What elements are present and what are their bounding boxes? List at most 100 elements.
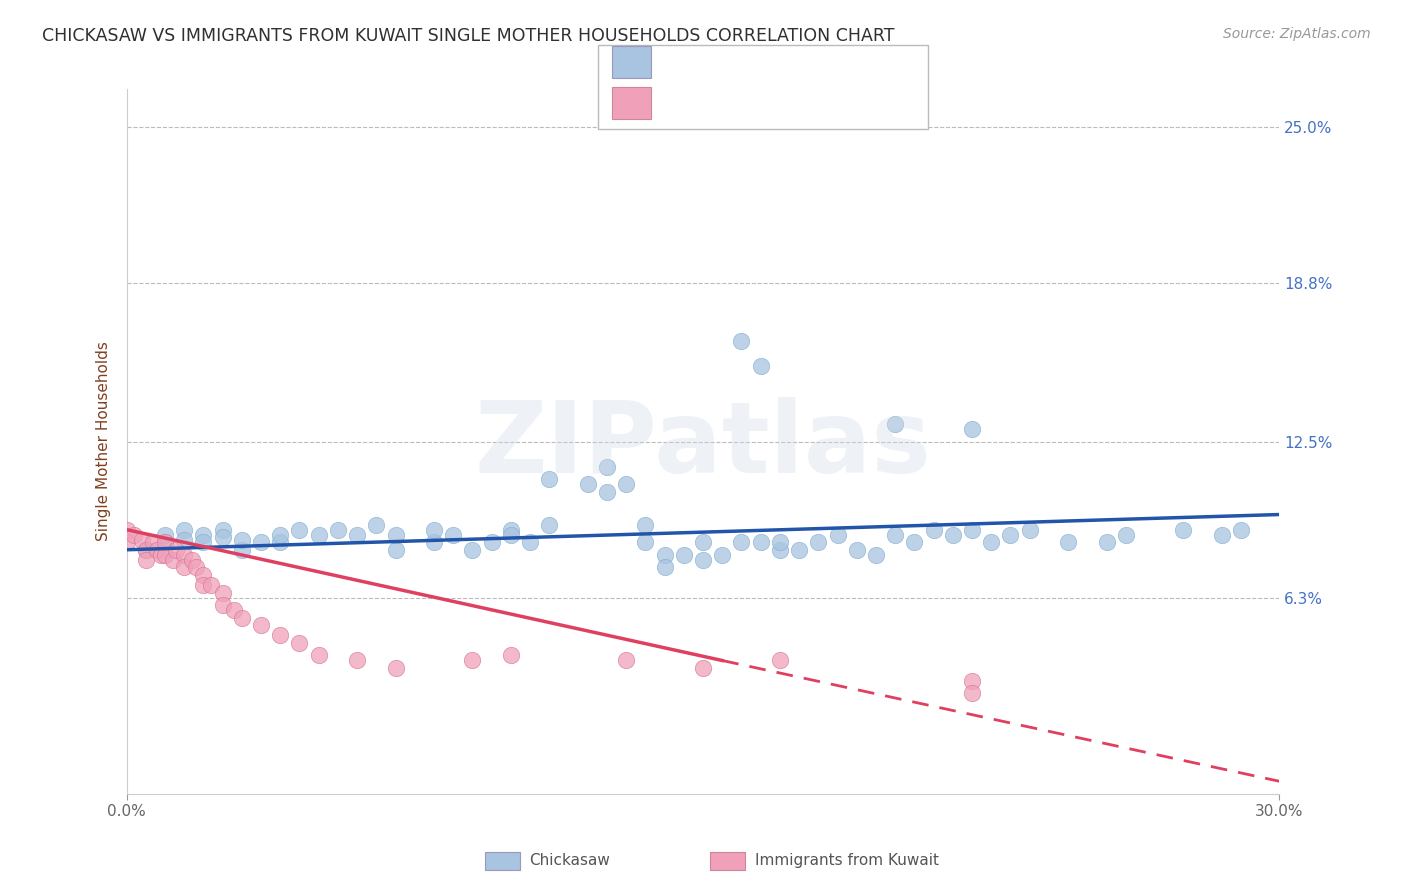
Point	[654, 548, 676, 562]
Point	[1115, 527, 1137, 541]
Point	[461, 653, 484, 667]
Point	[384, 542, 406, 557]
Point	[115, 535, 138, 549]
Text: ZIPatlas: ZIPatlas	[475, 398, 931, 494]
Point	[250, 535, 273, 549]
Point	[211, 585, 233, 599]
Point	[960, 686, 983, 700]
Point	[499, 648, 522, 663]
Point	[366, 517, 388, 532]
Text: CHICKASAW VS IMMIGRANTS FROM KUWAIT SINGLE MOTHER HOUSEHOLDS CORRELATION CHART: CHICKASAW VS IMMIGRANTS FROM KUWAIT SING…	[42, 27, 894, 45]
Point	[193, 527, 215, 541]
Point	[634, 535, 657, 549]
Point	[180, 553, 202, 567]
Point	[184, 560, 207, 574]
Point	[461, 542, 484, 557]
Point	[884, 417, 907, 431]
Point	[692, 661, 714, 675]
Point	[980, 535, 1002, 549]
Point	[173, 560, 195, 574]
Point	[614, 477, 637, 491]
Point	[153, 548, 176, 562]
Point	[596, 484, 619, 499]
Point	[346, 527, 368, 541]
Point	[769, 542, 792, 557]
Point	[211, 523, 233, 537]
Point	[807, 535, 830, 549]
Point	[1018, 523, 1040, 537]
Point	[711, 548, 734, 562]
Point	[769, 653, 792, 667]
Point	[224, 603, 246, 617]
Point	[499, 527, 522, 541]
Point	[654, 560, 676, 574]
Point	[231, 542, 253, 557]
Point	[1000, 527, 1022, 541]
Point	[672, 548, 695, 562]
Point	[308, 527, 330, 541]
Point	[211, 598, 233, 612]
Point	[122, 527, 145, 541]
Point	[131, 533, 153, 547]
Y-axis label: Single Mother Households: Single Mother Households	[96, 342, 111, 541]
Point	[173, 533, 195, 547]
Point	[538, 517, 561, 532]
Point	[250, 618, 273, 632]
Point	[614, 653, 637, 667]
Point	[162, 553, 184, 567]
Point	[749, 535, 772, 549]
Point	[173, 523, 195, 537]
Point	[692, 535, 714, 549]
Point	[960, 523, 983, 537]
Point	[596, 459, 619, 474]
Point	[960, 422, 983, 436]
Point	[135, 542, 157, 557]
Point	[288, 636, 311, 650]
Point	[231, 611, 253, 625]
Point	[146, 542, 169, 557]
Point	[769, 535, 792, 549]
Point	[153, 535, 176, 549]
Point	[150, 548, 173, 562]
Point	[193, 578, 215, 592]
Point	[960, 673, 983, 688]
Point	[845, 542, 868, 557]
Point	[499, 523, 522, 537]
Point	[1095, 535, 1118, 549]
Text: Source: ZipAtlas.com: Source: ZipAtlas.com	[1223, 27, 1371, 41]
Point	[269, 527, 291, 541]
Point	[153, 535, 176, 549]
Point	[730, 535, 752, 549]
Point	[827, 527, 849, 541]
Text: Chickasaw: Chickasaw	[529, 854, 610, 868]
Text: R =  0.123   N = 70: R = 0.123 N = 70	[665, 54, 828, 71]
Point	[884, 527, 907, 541]
Point	[634, 517, 657, 532]
Point	[730, 334, 752, 348]
Point	[135, 553, 157, 567]
Point	[384, 527, 406, 541]
Point	[269, 628, 291, 642]
Point	[1057, 535, 1080, 549]
Point	[692, 553, 714, 567]
Point	[1173, 523, 1195, 537]
Point	[749, 359, 772, 373]
Point	[308, 648, 330, 663]
Point	[135, 542, 157, 557]
Point	[903, 535, 925, 549]
Point	[1211, 527, 1233, 541]
Point	[153, 527, 176, 541]
Point	[423, 535, 446, 549]
Point	[288, 523, 311, 537]
Point	[193, 568, 215, 582]
Point	[173, 548, 195, 562]
Point	[865, 548, 887, 562]
Point	[384, 661, 406, 675]
Point	[942, 527, 965, 541]
Point	[423, 523, 446, 537]
Point	[1230, 523, 1253, 537]
Point	[166, 542, 188, 557]
Point	[193, 535, 215, 549]
Point	[538, 472, 561, 486]
Point	[142, 535, 165, 549]
